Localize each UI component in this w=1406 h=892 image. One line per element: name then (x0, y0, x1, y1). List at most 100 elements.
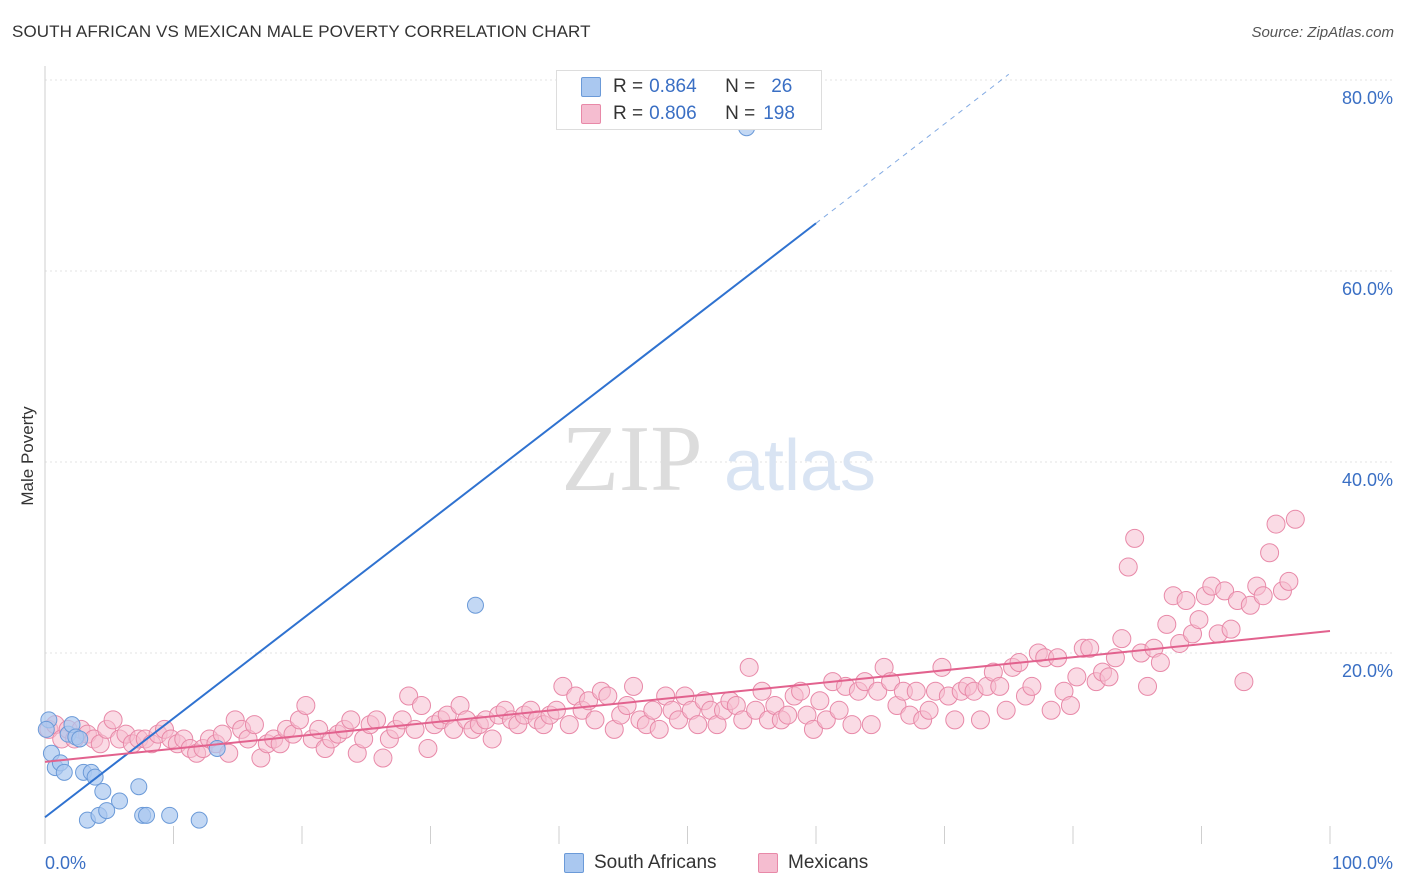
watermark-atlas: atlas (724, 426, 876, 506)
mexican-point (412, 696, 432, 716)
y-tick-label: 40.0% (1342, 470, 1393, 490)
south-african-point (138, 806, 156, 824)
mexican-point (598, 686, 618, 706)
n-value: 26 (771, 76, 793, 97)
mexican-point (970, 710, 990, 730)
mexican-point (778, 705, 798, 725)
mexican-point (1253, 586, 1273, 606)
mexican-point (803, 719, 823, 739)
n-label: N = (725, 103, 756, 124)
y-tick-label: 80.0% (1342, 88, 1393, 108)
mexican-point (990, 676, 1010, 696)
x-tick-label: 0.0% (45, 853, 86, 873)
mexican-point (1125, 528, 1145, 548)
mexican-point (733, 710, 753, 730)
mexican-point (103, 710, 123, 730)
mexican-point (1240, 595, 1260, 615)
legend-item-south-africans[interactable]: South Africans (564, 852, 717, 874)
mexican-point (996, 700, 1016, 720)
mexican-point (624, 676, 644, 696)
mexicans-swatch (581, 104, 601, 124)
grid (45, 79, 1392, 654)
south-african-point (190, 811, 208, 829)
mexican-point (810, 691, 830, 711)
n-label: N = (725, 76, 756, 97)
south-african-point (466, 596, 484, 614)
y-tick-label: 20.0% (1342, 661, 1393, 681)
watermark: ZIP atlas (562, 407, 877, 511)
mexican-point (842, 715, 862, 735)
legend-label: South Africans (594, 852, 717, 873)
mexican-point (585, 710, 605, 730)
r-label: R = (613, 76, 644, 97)
mexican-point (418, 739, 438, 758)
mexican-point (1234, 672, 1254, 692)
mexican-point (1176, 590, 1196, 610)
south-african-point (161, 806, 179, 824)
mexican-point (649, 719, 669, 739)
series-legend: South Africans Mexicans (0, 852, 1406, 878)
mexican-point (829, 700, 849, 720)
mexican-point (1260, 543, 1280, 563)
mexican-point (482, 729, 502, 749)
mexican-point (1099, 667, 1119, 687)
mexican-point (399, 686, 419, 706)
south-africans-trendline-extension (815, 73, 1010, 224)
south-africans-trendline (44, 222, 817, 819)
r-value: 0.806 (649, 103, 697, 124)
mexican-point (1067, 667, 1087, 687)
south-african-point (55, 763, 73, 781)
mexican-point (669, 710, 689, 730)
mexican-point (932, 657, 952, 677)
mexican-point (1170, 633, 1190, 653)
south-africans-swatch (581, 77, 601, 97)
mexican-point (244, 715, 264, 735)
south-african-point (111, 792, 129, 810)
n-value: 198 (763, 103, 795, 124)
mexican-point (688, 715, 708, 735)
mexican-point (559, 715, 579, 735)
mexican-point (1112, 629, 1132, 649)
mexicans-points (39, 509, 1305, 768)
south-africans-legend-swatch (564, 853, 584, 873)
y-tick-label: 60.0% (1342, 279, 1393, 299)
mexicans-trendline (44, 630, 1331, 763)
mexican-point (1266, 514, 1286, 534)
mexican-point (1022, 676, 1042, 696)
legend-item-mexicans[interactable]: Mexicans (758, 852, 868, 874)
mexican-point (861, 715, 881, 735)
mexican-point (643, 700, 663, 720)
stats-row-mexicans: R = 0.806 N = 198 (581, 102, 795, 126)
watermark-zip: ZIP (562, 407, 703, 511)
mexican-point (945, 710, 965, 730)
r-label: R = (613, 103, 644, 124)
south-african-point (71, 730, 89, 748)
mexican-point (1041, 700, 1061, 720)
mexican-point (746, 700, 766, 720)
r-value: 0.864 (649, 76, 697, 97)
mexican-point (791, 681, 811, 701)
mexican-point (1221, 619, 1241, 639)
mexicans-legend-swatch (758, 853, 778, 873)
mexican-point (906, 681, 926, 701)
mexican-point (752, 681, 772, 701)
mexican-point (1157, 614, 1177, 634)
mexican-point (1080, 638, 1100, 658)
mexican-point (1279, 571, 1299, 591)
mexican-point (739, 657, 759, 677)
trendlines (44, 73, 1331, 819)
mexican-point (868, 681, 888, 701)
x-tick-label: 100.0% (1332, 853, 1393, 873)
south-african-point (98, 802, 116, 820)
mexican-point (341, 710, 361, 730)
mexican-point (1150, 653, 1170, 673)
mexican-point (1138, 676, 1158, 696)
stats-legend: R = 0.864 N = 26 R = 0.806 N = 198 (556, 70, 822, 130)
mexican-point (367, 710, 387, 730)
mexican-point (373, 748, 393, 768)
tick-labels: 20.0% 40.0% 60.0% 80.0% 0.0% 100.0% (45, 88, 1393, 873)
south-african-point (37, 720, 55, 738)
mexican-point (1189, 610, 1209, 630)
source-credit: Source: ZipAtlas.com (1251, 24, 1394, 41)
